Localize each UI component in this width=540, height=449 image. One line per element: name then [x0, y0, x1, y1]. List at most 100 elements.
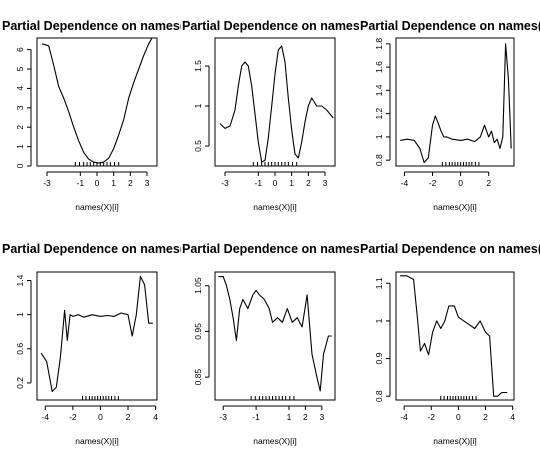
y-tick-label: 4	[15, 86, 25, 91]
y-tick-label: 0.2	[15, 377, 25, 389]
panel-title: Partial Dependence on names(X)[i]	[182, 242, 388, 256]
x-tick-label: 2	[126, 412, 131, 422]
x-tick-label: 0	[98, 412, 103, 422]
y-axis: 0.85 0.95 1.05	[193, 277, 210, 385]
x-tick-label: 1	[287, 412, 292, 422]
y-tick-label: 1	[15, 312, 25, 317]
y-tick-label: 0.6	[15, 343, 25, 355]
x-axis-title: names(X)[i]	[75, 202, 118, 212]
series-line	[219, 45, 334, 163]
y-tick-label: 5	[15, 66, 25, 71]
x-axis-title: names(X)[i]	[75, 436, 118, 446]
y-axis: 0 1 2 3 4 5 6	[15, 47, 32, 168]
x-axis: -3 -1 0 1 2 3	[221, 171, 328, 188]
y-tick-label: 1.1	[374, 277, 384, 289]
y-tick-label: 0.8	[374, 154, 384, 166]
panel-6: Partial Dependence on names(X)[i] -4 -2 0 2 4…	[360, 242, 540, 446]
y-tick-label: 0.9	[374, 352, 384, 364]
x-tick-label: -3	[221, 178, 229, 188]
plot-frame	[395, 37, 515, 167]
x-tick-label: 4	[153, 412, 158, 422]
x-axis: -4 -2 0 2 4	[41, 405, 158, 422]
panel-title: Partial Dependence on names(X)[i]	[2, 242, 208, 256]
panel-title: Partial Dependence on names(X)[i]	[2, 19, 208, 33]
y-axis: 0.5 1 1.5	[193, 60, 210, 152]
x-tick-label: 2	[306, 178, 311, 188]
panel-1: Partial Dependence on names(X)[i] -3 -1 0 1 2…	[2, 19, 208, 212]
plot-frame	[214, 271, 336, 401]
y-tick-label: 1.2	[374, 107, 384, 119]
x-tick-label: 0	[95, 178, 100, 188]
x-tick-label: 0	[456, 412, 461, 422]
y-tick-label: 1	[374, 134, 384, 139]
panel-5: Partial Dependence on names(X)[i] -3 -1 1 2 3…	[182, 242, 388, 446]
y-tick-label: 1	[15, 144, 25, 149]
x-tick-label: -1	[77, 178, 85, 188]
y-tick-label: 3	[15, 105, 25, 110]
x-axis: -4 -2 0 2	[401, 171, 491, 188]
panel-4: Partial Dependence on names(X)[i] -4 -2 0 2 4…	[2, 242, 208, 446]
plot-frame	[36, 271, 158, 401]
y-tick-label: 1.5	[193, 60, 203, 72]
x-tick-label: -1	[255, 178, 263, 188]
x-axis-title: names(X)[i]	[433, 436, 476, 446]
x-tick-label: -3	[43, 178, 51, 188]
x-axis-title: names(X)[i]	[253, 202, 296, 212]
rug	[440, 396, 477, 400]
x-tick-label: 4	[510, 412, 515, 422]
y-tick-label: 0.5	[193, 140, 203, 152]
plot-frame	[395, 271, 515, 401]
series-line	[400, 275, 508, 397]
series-line	[218, 276, 332, 392]
panel-2: Partial Dependence on names(X)[i] -3 -1 0 1 2…	[182, 19, 388, 212]
panel-title: Partial Dependence on names(X)[i]	[360, 242, 540, 256]
x-tick-label: 3	[145, 178, 150, 188]
series-line	[41, 37, 153, 164]
x-axis: -3 -1 0 1 2 3	[43, 171, 150, 188]
plot-frame	[214, 37, 336, 167]
x-axis: -3 -1 1 2 3	[219, 405, 324, 422]
y-axis: 0.8 0.9 1 1.1	[374, 277, 391, 402]
rug	[441, 162, 480, 166]
y-axis: 0.2 0.6 1 1.4	[15, 274, 32, 389]
y-tick-label: 1	[193, 103, 203, 108]
x-tick-label: -3	[219, 412, 227, 422]
y-tick-label: 2	[15, 125, 25, 130]
x-tick-label: 2	[128, 178, 133, 188]
x-tick-label: 0	[458, 178, 463, 188]
rug	[82, 396, 119, 400]
y-tick-label: 0.8	[374, 390, 384, 402]
x-tick-label: -2	[427, 412, 435, 422]
y-tick-label: 1.4	[374, 84, 384, 96]
x-axis: -4 -2 0 2 4	[400, 405, 515, 422]
panel-3: Partial Dependence on names(X)[i] -4 -2 0 2 0…	[360, 19, 540, 212]
x-tick-label: 1	[289, 178, 294, 188]
x-axis-title: names(X)[i]	[433, 202, 476, 212]
x-axis-title: names(X)[i]	[253, 436, 296, 446]
x-tick-label: 3	[319, 412, 324, 422]
y-tick-label: 6	[15, 47, 25, 52]
x-tick-label: 3	[323, 178, 328, 188]
y-tick-label: 0.95	[193, 323, 203, 340]
x-tick-label: -2	[69, 412, 77, 422]
rug	[250, 396, 295, 400]
x-tick-label: -1	[252, 412, 260, 422]
x-tick-label: 0	[273, 178, 278, 188]
x-tick-label: 2	[483, 412, 488, 422]
y-tick-label: 0	[15, 163, 25, 168]
y-tick-label: 1.8	[374, 38, 384, 50]
x-tick-label: -4	[41, 412, 49, 422]
y-tick-label: 1.05	[193, 277, 203, 294]
x-tick-label: 2	[486, 178, 491, 188]
series-line	[400, 43, 512, 164]
x-tick-label: 1	[111, 178, 116, 188]
y-tick-label: 1.4	[15, 274, 25, 286]
series-line	[40, 275, 153, 393]
x-tick-label: -4	[401, 178, 409, 188]
x-tick-label: -4	[400, 412, 408, 422]
y-axis: 0.8 1 1.2 1.4 1.6 1.8	[374, 38, 391, 166]
panel-title: Partial Dependence on names(X)[i]	[182, 19, 388, 33]
plot-frame	[36, 37, 158, 167]
panel-title: Partial Dependence on names(X)[i]	[360, 19, 540, 33]
